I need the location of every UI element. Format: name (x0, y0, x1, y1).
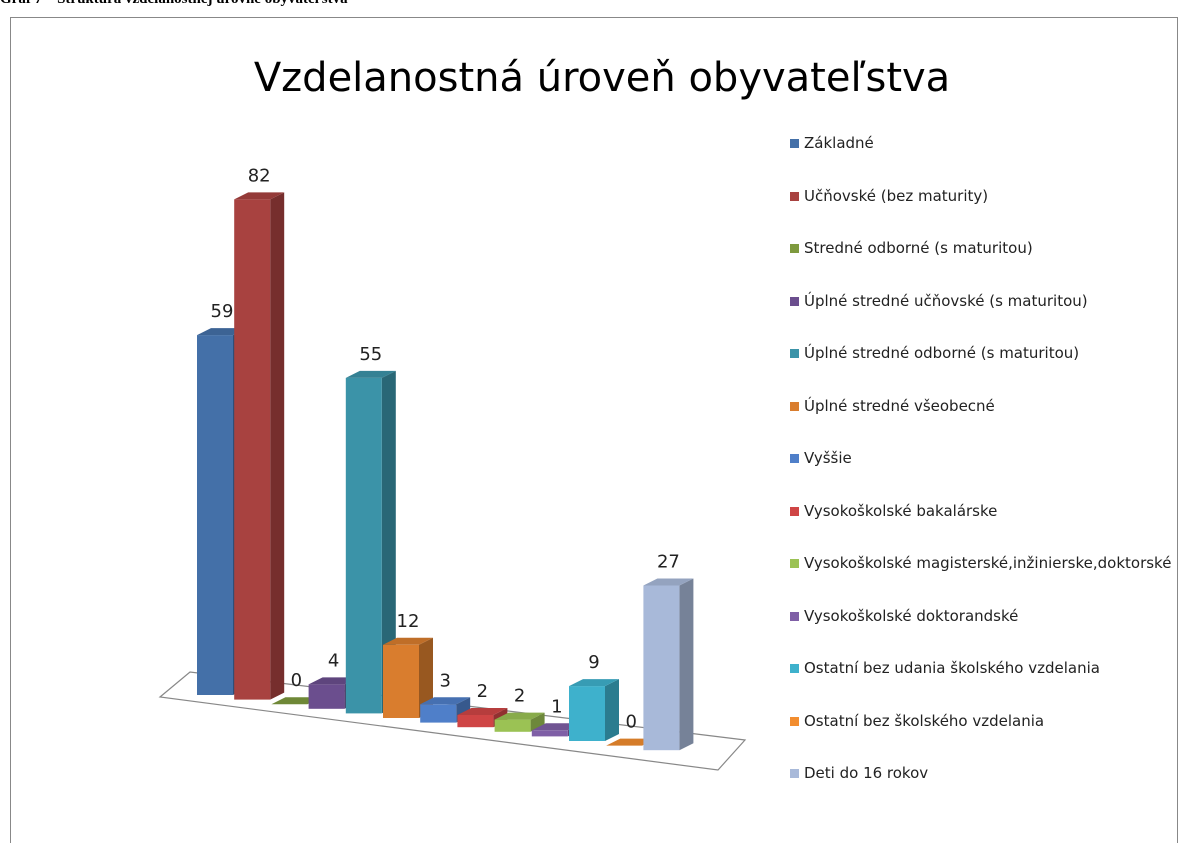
legend-item: Vysokoškolské bakalárske (790, 498, 1180, 524)
data-label: 0 (291, 670, 302, 691)
legend-swatch (790, 611, 799, 621)
bar-top (345, 370, 396, 378)
legend-swatch (790, 296, 799, 306)
data-label: 27 (657, 552, 680, 573)
data-label: 3 (439, 670, 450, 691)
legend-item: Stredné odborné (s maturitou) (790, 235, 1180, 261)
bar-side (419, 637, 433, 718)
bar-front (234, 199, 271, 700)
chart-frame (10, 17, 1178, 843)
legend-label: Ostatní bez udania školského vzdelania (804, 659, 1100, 677)
legend-item: Úplné stredné všeobecné (790, 393, 1180, 419)
legend-swatch (790, 139, 799, 148)
bar-top (234, 192, 285, 200)
legend-item: Učňovské (bez maturity) (790, 183, 1180, 209)
bar (345, 370, 396, 714)
legend-label: Učňovské (bez maturity) (804, 186, 989, 205)
legend-swatch (790, 769, 799, 778)
bar-front (494, 719, 531, 732)
data-label: 9 (588, 652, 599, 673)
bar-top (457, 708, 508, 715)
legend-item: Ostatní bez školského vzdelania (790, 708, 1180, 734)
legend-swatch (790, 664, 799, 673)
legend-swatch (790, 401, 799, 411)
legend-label: Ostatní bez školského vzdelania (804, 711, 1045, 730)
legend-label: Stredné odborné (s maturitou) (804, 239, 1033, 257)
legend-label: Úplné stredné všeobecné (804, 396, 995, 415)
bar-side (679, 578, 694, 751)
bar-front (308, 684, 345, 709)
bar-side (381, 370, 396, 714)
legend-item: Vysokoškolské doktorandské (790, 603, 1180, 629)
data-label: 1 (551, 696, 562, 717)
legend-item: Ostatní bez udania školského vzdelania (790, 655, 1180, 681)
legend-swatch (790, 454, 799, 463)
legend-label: Úplné stredné odborné (s maturitou) (804, 344, 1080, 362)
legend-swatch (790, 559, 799, 568)
legend-item: Deti do 16 rokov (790, 760, 1180, 786)
bar (643, 578, 694, 751)
bar-front (643, 585, 680, 751)
legend-swatch (790, 191, 799, 201)
bar-front (569, 686, 605, 741)
bar-front (197, 335, 233, 695)
legend-label: Vysokoškolské doktorandské (804, 606, 1019, 625)
data-label: 2 (514, 686, 525, 707)
bar-top (420, 697, 471, 705)
bar-top (643, 578, 694, 586)
legend-item: Úplné stredné odborné (s maturitou) (790, 340, 1180, 366)
bar-front (383, 644, 419, 718)
data-label: 0 (625, 712, 636, 733)
legend-label: Vysokoškolské magisterské,inžinierske,do… (804, 554, 1172, 572)
bar (569, 679, 619, 741)
legend-item: Vyššie (790, 445, 1180, 471)
bar (234, 192, 285, 700)
bar-side (530, 712, 545, 732)
bar-front (345, 377, 382, 714)
bar (383, 637, 433, 718)
bar-side (605, 679, 619, 741)
bar (494, 712, 545, 732)
bar-front (531, 730, 568, 737)
legend-label: Deti do 16 rokov (804, 764, 929, 782)
data-label: 12 (397, 611, 420, 632)
data-label: 2 (477, 681, 488, 702)
legend-item: Úplné stredné učňovské (s maturitou) (790, 288, 1180, 314)
legend-swatch (790, 349, 799, 358)
data-label: 55 (359, 344, 382, 365)
bar-top (569, 679, 619, 687)
legend-label: Vysokoškolské bakalárske (804, 501, 998, 520)
legend-item: Vysokoškolské magisterské,inžinierske,do… (790, 550, 1180, 576)
legend-swatch (790, 244, 799, 253)
caption: Graf 7 – Štruktúra vzdelanostnej úrovne … (0, 0, 348, 8)
legend-label: Vyššie (804, 449, 852, 467)
data-label: 59 (211, 301, 234, 322)
legend-swatch (790, 506, 799, 516)
legend-swatch (790, 716, 799, 726)
bar-front (420, 704, 457, 723)
legend-label: Základné (804, 134, 874, 152)
legend-item: Základné (790, 130, 1180, 156)
data-label: 82 (248, 165, 271, 186)
bar-top (494, 712, 545, 720)
bar-side (270, 192, 285, 700)
bar-top (383, 637, 433, 645)
legend-label: Úplné stredné učňovské (s maturitou) (804, 291, 1088, 310)
chart-title: Vzdelanostná úroveň obyvateľstva (254, 55, 950, 101)
data-label: 4 (328, 650, 339, 671)
bar-front (457, 715, 494, 728)
